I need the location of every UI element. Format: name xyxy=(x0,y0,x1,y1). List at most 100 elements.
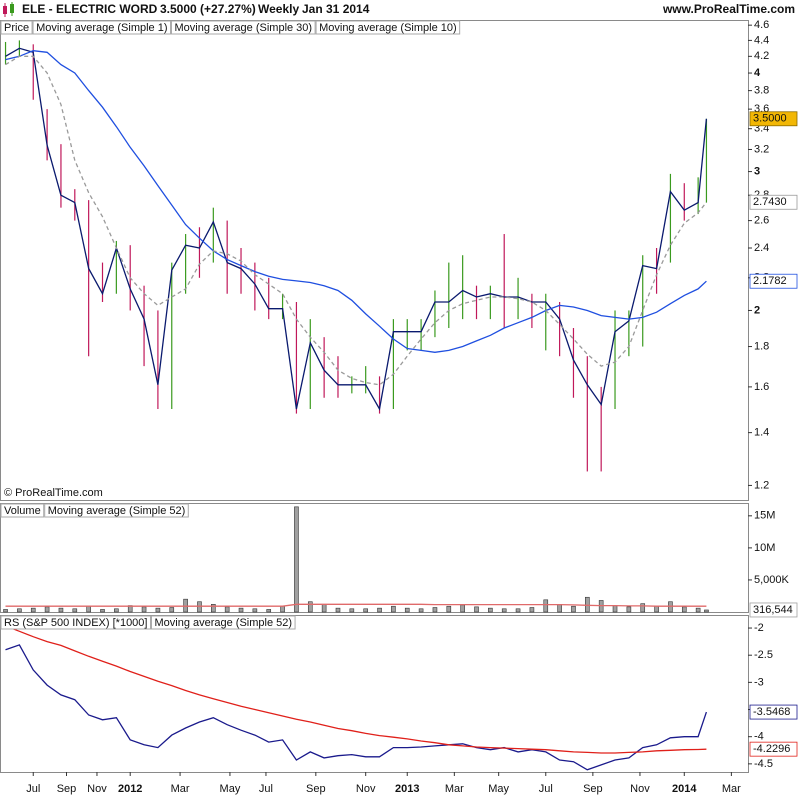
legend-label: Volume xyxy=(4,505,41,517)
volume-bar xyxy=(543,599,549,613)
volume-bar xyxy=(349,608,355,613)
volume-bar xyxy=(474,606,479,613)
volume-bar xyxy=(58,607,64,613)
volume-bar xyxy=(266,609,272,613)
legend-label: Moving average (Simple 52) xyxy=(154,617,292,629)
y-tick-label: 4.6 xyxy=(754,19,769,31)
quote: 3.5000 (+27.27%) xyxy=(160,2,256,16)
series-line xyxy=(5,644,708,771)
x-tick-label: May xyxy=(220,783,241,795)
series-line xyxy=(5,50,707,353)
y-tick-label: 4 xyxy=(754,67,761,79)
volume-bar xyxy=(3,609,8,613)
value-label: -4.2296 xyxy=(753,743,790,755)
value-box: -4.2296 xyxy=(749,741,798,757)
y-tick-label: -2.5 xyxy=(754,649,773,661)
site-link[interactable]: www.ProRealTime.com xyxy=(662,2,795,16)
volume-bar xyxy=(100,609,105,613)
legend-box xyxy=(0,503,45,518)
legend-box xyxy=(44,503,189,518)
volume-bar xyxy=(335,607,341,613)
legend-label: Moving average (Simple 10) xyxy=(319,22,457,34)
volume-bar xyxy=(654,605,659,613)
y-tick-label: 5,000K xyxy=(754,574,790,586)
legend-item: Volume xyxy=(0,503,45,518)
volume-bar xyxy=(446,605,452,613)
y-tick-label: 3 xyxy=(754,165,760,177)
x-tick-label: Jul xyxy=(26,783,40,795)
x-tick-label: Mar xyxy=(722,783,741,795)
y-tick-label: 10M xyxy=(754,542,775,554)
volume-bar xyxy=(141,606,147,613)
volume-bar xyxy=(515,608,521,613)
value-box: -3.5468 xyxy=(749,704,798,720)
legend-box xyxy=(0,20,33,35)
date: Jan 31 2014 xyxy=(302,2,370,16)
volume-bar xyxy=(626,606,632,613)
volume-bar xyxy=(211,604,216,613)
x-tick-label: Nov xyxy=(356,783,376,795)
copyright: © ProRealTime.com xyxy=(4,487,103,499)
y-tick-label: 15M xyxy=(754,510,775,522)
value-label: -3.5468 xyxy=(753,706,790,718)
value-box-bg xyxy=(749,273,798,289)
volume-bar xyxy=(704,609,709,613)
volume-bar xyxy=(377,607,382,613)
volume-bar xyxy=(529,607,535,613)
symbol: ELE - ELECTRIC WORD xyxy=(22,2,158,16)
x-tick-label: 2012 xyxy=(118,783,142,795)
volume-bar xyxy=(197,601,202,613)
legend-label: Moving average (Simple 52) xyxy=(48,505,186,517)
value-box: 316,544 xyxy=(749,602,798,618)
x-tick-label: 2014 xyxy=(672,783,697,795)
y-tick-label: 3.8 xyxy=(754,85,769,97)
volume-bar xyxy=(294,506,299,613)
legend-item: Price xyxy=(0,20,33,35)
volume-bar xyxy=(681,606,687,613)
volume-bar xyxy=(307,601,313,613)
legend-label: RS (S&P 500 INDEX) [*1000] xyxy=(4,617,147,629)
volume-bar xyxy=(224,606,230,613)
volume-bar xyxy=(460,604,465,613)
volume-bar xyxy=(252,608,258,613)
y-tick-label: 1.4 xyxy=(754,427,769,439)
legend-box xyxy=(32,20,172,35)
volume-bar xyxy=(280,605,285,613)
y-tick-label: 2.4 xyxy=(754,242,769,254)
legend-label: Moving average (Simple 30) xyxy=(175,22,313,34)
volume-bar xyxy=(557,604,562,613)
y-tick-label: 1.2 xyxy=(754,479,769,491)
legend-item: Moving average (Simple 30) xyxy=(171,20,316,35)
volume-bar xyxy=(418,608,424,613)
volume-bar xyxy=(432,607,438,613)
y-tick-label: -4.5 xyxy=(754,758,773,770)
period: Weekly xyxy=(258,2,299,16)
icon-body xyxy=(10,4,14,13)
legend-label: Price xyxy=(4,22,29,34)
x-tick-label: Sep xyxy=(306,783,326,795)
legend-box xyxy=(315,20,461,35)
x-tick-label: Nov xyxy=(630,783,650,795)
volume-bar xyxy=(404,607,410,613)
y-tick-label: 2.6 xyxy=(754,214,769,226)
volume-bar xyxy=(391,605,396,613)
volume-bar xyxy=(44,606,50,613)
y-tick-label: 4.2 xyxy=(754,50,769,62)
volume-bar xyxy=(169,607,175,613)
y-tick-label: 4.4 xyxy=(754,34,769,46)
value-box-bg xyxy=(749,741,798,757)
value-box-bg xyxy=(749,194,798,210)
legend-box xyxy=(150,615,296,630)
volume-bar xyxy=(640,603,646,613)
y-tick-label: -3 xyxy=(754,676,764,688)
legend-box xyxy=(0,615,151,630)
x-tick-label: Sep xyxy=(583,783,603,795)
legend-item: Moving average (Simple 1) xyxy=(32,20,172,35)
value-label: 316,544 xyxy=(753,604,793,616)
legend-item: Moving average (Simple 10) xyxy=(315,20,461,35)
legend-label: Moving average (Simple 1) xyxy=(36,22,167,34)
y-tick-label: 1.8 xyxy=(754,340,769,352)
x-tick-label: Sep xyxy=(57,783,77,795)
series-line xyxy=(5,47,708,411)
